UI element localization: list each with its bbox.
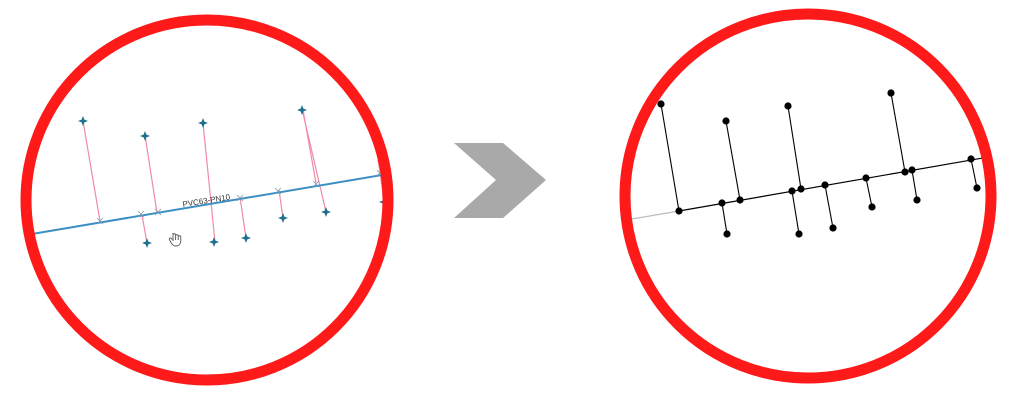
pipe-label: PVC63-PN10: [182, 192, 231, 208]
network-node: [868, 203, 876, 211]
network-node: [788, 187, 796, 195]
hand-cursor-icon: [168, 233, 182, 247]
right-highlight-ring: [619, 8, 997, 384]
pipe-vertex-markers: [96, 169, 384, 225]
service-line: [239, 196, 247, 239]
service-line: [721, 202, 728, 235]
vertex-marker: [312, 180, 320, 188]
service-lines: [82, 108, 385, 244]
service-line: [141, 214, 148, 244]
before-panel: PVC63-PN10: [26, 105, 388, 248]
service-line: [302, 109, 317, 184]
network-node: [967, 155, 975, 163]
network-node: [908, 166, 916, 174]
service-line: [890, 92, 906, 173]
service-line: [202, 122, 216, 243]
network-node: [657, 100, 665, 108]
network-node: [723, 230, 731, 238]
service-line: [911, 169, 918, 201]
service-line: [278, 189, 284, 219]
network-node: [821, 181, 829, 189]
service-line: [824, 184, 834, 229]
vertex-marker: [274, 187, 282, 195]
network-node: [736, 196, 744, 204]
vertex-marker: [154, 208, 162, 216]
network-node: [795, 230, 803, 238]
vertex-marker: [137, 210, 145, 218]
service-node-icon: [241, 233, 251, 243]
chevron-right-icon: [454, 143, 546, 218]
service-line: [725, 120, 741, 201]
network-node: [718, 199, 726, 207]
service-line: [865, 177, 873, 208]
network-node: [675, 207, 683, 215]
service-node-icon: [278, 213, 288, 223]
service-line: [82, 120, 101, 222]
service-node-icon: [321, 207, 331, 217]
network-nodes: [657, 89, 981, 238]
service-node-icon: [140, 131, 150, 141]
service-node-icon: [209, 237, 219, 247]
network-node: [913, 196, 921, 204]
service-line: [791, 190, 800, 235]
service-line: [970, 158, 978, 189]
service-node-icon: [198, 118, 208, 128]
network-node: [722, 117, 730, 125]
main-pipe: [678, 154, 991, 212]
vertex-marker: [236, 194, 244, 202]
left-highlight-ring: [20, 14, 394, 386]
service-line: [660, 103, 680, 212]
network-node: [887, 89, 895, 97]
network-node: [829, 224, 837, 232]
network-node: [862, 174, 870, 182]
network-node: [797, 185, 805, 193]
network-node: [901, 168, 909, 176]
network-node: [973, 184, 981, 192]
main-pipe: [26, 171, 388, 237]
service-lines: [660, 92, 978, 235]
service-line: [144, 134, 158, 214]
service-nodes: [78, 105, 388, 248]
service-line: [787, 105, 802, 190]
service-node-icon: [78, 116, 88, 126]
service-node-icon: [297, 105, 307, 115]
after-panel: [625, 89, 991, 238]
vertex-marker: [96, 217, 104, 225]
service-node-icon: [142, 238, 152, 248]
network-node: [784, 102, 792, 110]
